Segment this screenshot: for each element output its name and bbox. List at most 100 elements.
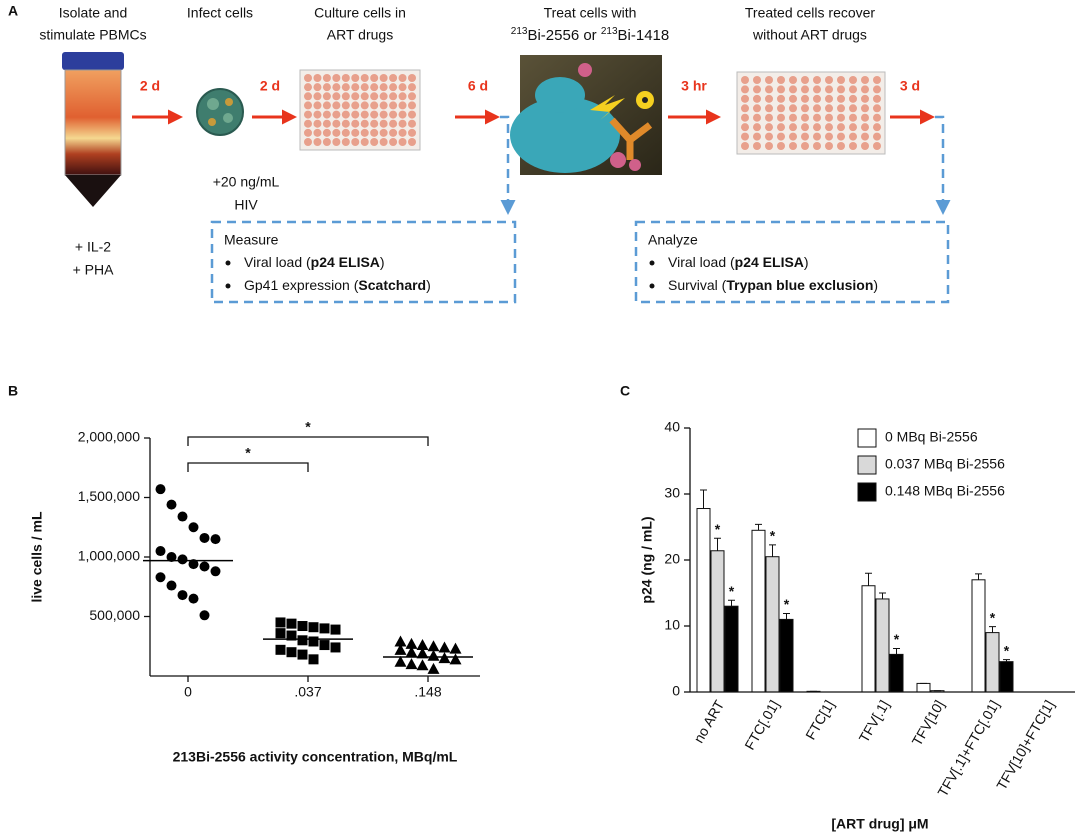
well <box>873 85 881 94</box>
box-title: Measure <box>224 232 279 248</box>
well <box>861 113 869 122</box>
well <box>332 119 341 128</box>
bar <box>971 579 986 693</box>
well <box>313 83 322 92</box>
well <box>753 113 761 122</box>
note: + IL-2 <box>75 239 111 255</box>
data-point <box>275 617 286 628</box>
well <box>389 92 398 101</box>
well <box>313 101 322 110</box>
error-bar <box>783 612 790 620</box>
data-point <box>155 546 166 557</box>
well <box>313 92 322 101</box>
step-label: Infect cells <box>187 5 253 21</box>
well <box>360 128 369 137</box>
data-point <box>449 653 462 665</box>
well <box>837 113 845 122</box>
panel-label: C <box>620 383 630 399</box>
well <box>861 76 869 84</box>
data-point <box>449 642 462 654</box>
step-label: Isolate and <box>59 5 128 21</box>
superscript: 213 <box>511 26 528 37</box>
duration-label: 2 d <box>140 78 160 94</box>
well <box>351 74 360 82</box>
significance-label: * <box>784 596 790 612</box>
well <box>351 110 360 119</box>
well <box>389 119 398 128</box>
y-tick-label: 2,000,000 <box>78 429 140 445</box>
well <box>813 104 821 113</box>
well <box>789 123 797 132</box>
well <box>370 138 379 146</box>
well <box>379 92 388 101</box>
significance-bracket <box>187 436 429 446</box>
well <box>861 142 869 150</box>
data-point <box>275 644 286 655</box>
well <box>304 110 312 119</box>
well <box>741 94 749 103</box>
well <box>825 132 833 141</box>
well <box>398 101 407 110</box>
well <box>332 74 341 82</box>
bar <box>765 556 780 693</box>
well <box>341 110 350 119</box>
well <box>360 119 369 128</box>
well <box>322 119 331 128</box>
text: ) <box>426 277 431 293</box>
data-point <box>394 655 407 667</box>
data-point <box>297 649 308 660</box>
step-text: Bi-1418 <box>618 27 670 44</box>
well <box>873 142 881 150</box>
significance-label: * <box>245 445 251 461</box>
well <box>408 119 416 128</box>
well <box>777 85 785 94</box>
note: +20 ng/mL <box>213 174 280 190</box>
well <box>408 92 416 101</box>
note: HIV <box>234 197 258 213</box>
well <box>304 92 312 101</box>
bullet <box>649 260 655 266</box>
legend-swatch <box>857 428 877 448</box>
well <box>801 142 809 150</box>
step-label: without ART drugs <box>752 27 867 43</box>
well <box>741 104 749 113</box>
well <box>351 128 360 137</box>
well <box>789 94 797 103</box>
data-point <box>275 628 286 639</box>
well <box>825 76 833 84</box>
well <box>389 128 398 137</box>
data-point <box>177 554 188 565</box>
well <box>753 76 761 84</box>
significance-label: * <box>770 528 776 544</box>
significance-label: * <box>894 631 900 647</box>
data-point <box>177 511 188 522</box>
bar <box>875 598 890 693</box>
data-point <box>188 559 199 570</box>
well <box>777 76 785 84</box>
data-point <box>330 624 341 635</box>
text: ) <box>873 277 878 293</box>
well <box>753 132 761 141</box>
plate-frame <box>736 71 886 155</box>
well <box>341 138 350 146</box>
well <box>801 104 809 113</box>
data-point <box>199 610 210 621</box>
error-bar <box>989 626 996 633</box>
well <box>313 128 322 137</box>
well <box>341 101 350 110</box>
bar <box>724 605 739 693</box>
significance-label: * <box>305 419 311 435</box>
bar <box>710 550 725 693</box>
well <box>741 142 749 150</box>
well <box>304 83 312 92</box>
data-point <box>427 649 440 661</box>
superscript: 213 <box>601 26 618 37</box>
well <box>741 76 749 84</box>
well <box>873 76 881 84</box>
well <box>408 138 416 146</box>
well <box>837 94 845 103</box>
well <box>370 119 379 128</box>
well <box>765 94 773 103</box>
well <box>304 128 312 137</box>
